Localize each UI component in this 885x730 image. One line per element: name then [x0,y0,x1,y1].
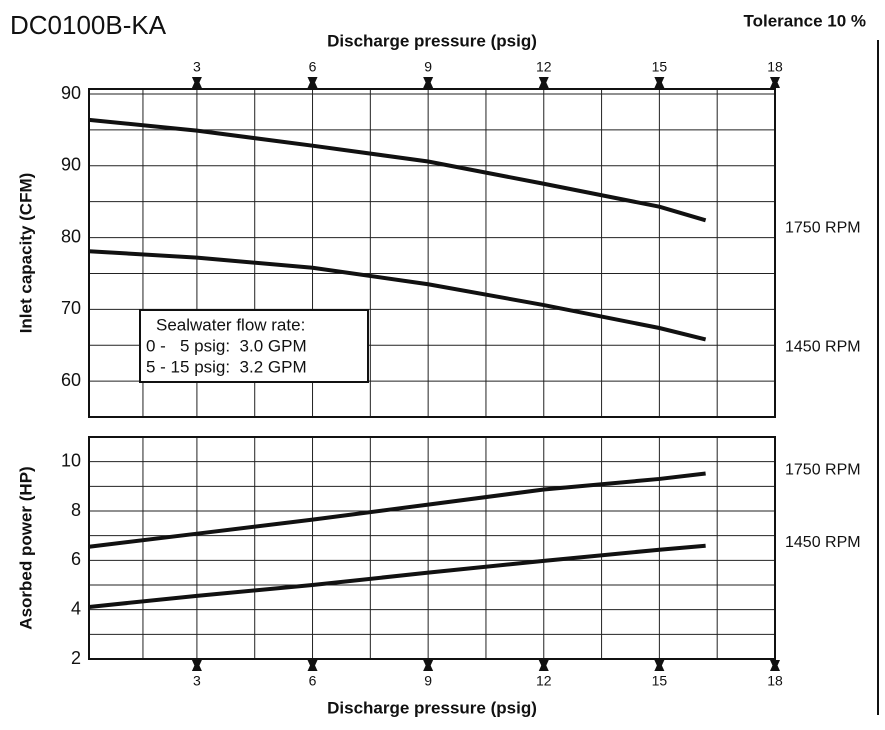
y-tick-label: 2 [71,648,81,668]
tick-marker [654,77,665,88]
tolerance-note: Tolerance 10 % [743,11,866,30]
series-label: 1750 RPM [785,220,861,237]
tick-marker [538,77,549,88]
x-axis-label: Discharge pressure (psig) [327,31,537,50]
tick-marker [654,660,665,671]
x-tick-label: 9 [424,59,432,75]
y-tick-label: 10 [61,450,81,470]
x-tick-label: 15 [652,59,668,75]
x-tick-label: 15 [652,673,668,689]
series-line [88,249,707,342]
tick-marker [423,77,434,88]
tick-marker [307,77,318,88]
x-tick-label: 3 [193,59,201,75]
y-tick-label: 90 [61,83,81,103]
x-tick-label: 3 [193,673,201,689]
annotation-text: 0 - 5 psig: 3.0 GPM [146,336,307,355]
series-line [88,117,707,223]
y-tick-label: 6 [71,549,81,569]
y-axis-label: Asorbed power (HP) [16,466,35,629]
x-tick-label: 18 [767,673,783,689]
tick-marker [307,660,318,671]
y-tick-label: 70 [61,298,81,318]
tick-marker [538,660,549,671]
annotation-box [139,309,369,383]
x-tick-label: 12 [536,59,552,75]
y-tick-label: 80 [61,226,81,246]
series-label: 1450 RPM [785,534,861,551]
y-tick-label: 60 [61,370,81,390]
x-tick-label: 18 [767,59,783,75]
y-tick-label: 90 [61,155,81,175]
x-tick-label: 6 [309,673,317,689]
series-line [88,471,706,549]
tick-marker [423,660,434,671]
annotation-text: Sealwater flow rate: [156,315,305,334]
y-tick-label: 8 [71,500,81,520]
series-line [88,543,706,609]
series-label: 1450 RPM [785,339,861,356]
tick-marker [770,77,780,88]
series-label: 1750 RPM [785,462,861,479]
y-axis-label: Inlet capacity (CFM) [16,173,35,334]
tick-marker [191,77,202,88]
y-tick-label: 4 [71,598,81,618]
plot-frame [88,436,776,660]
title: DC0100B-KA [10,10,167,40]
tick-marker [191,660,202,671]
annotation-text: 5 - 15 psig: 3.2 GPM [146,357,307,376]
x-tick-label: 9 [424,673,432,689]
tick-marker [770,660,780,671]
x-tick-label: 12 [536,673,552,689]
x-axis-label: Discharge pressure (psig) [327,698,537,717]
x-tick-label: 6 [309,59,317,75]
